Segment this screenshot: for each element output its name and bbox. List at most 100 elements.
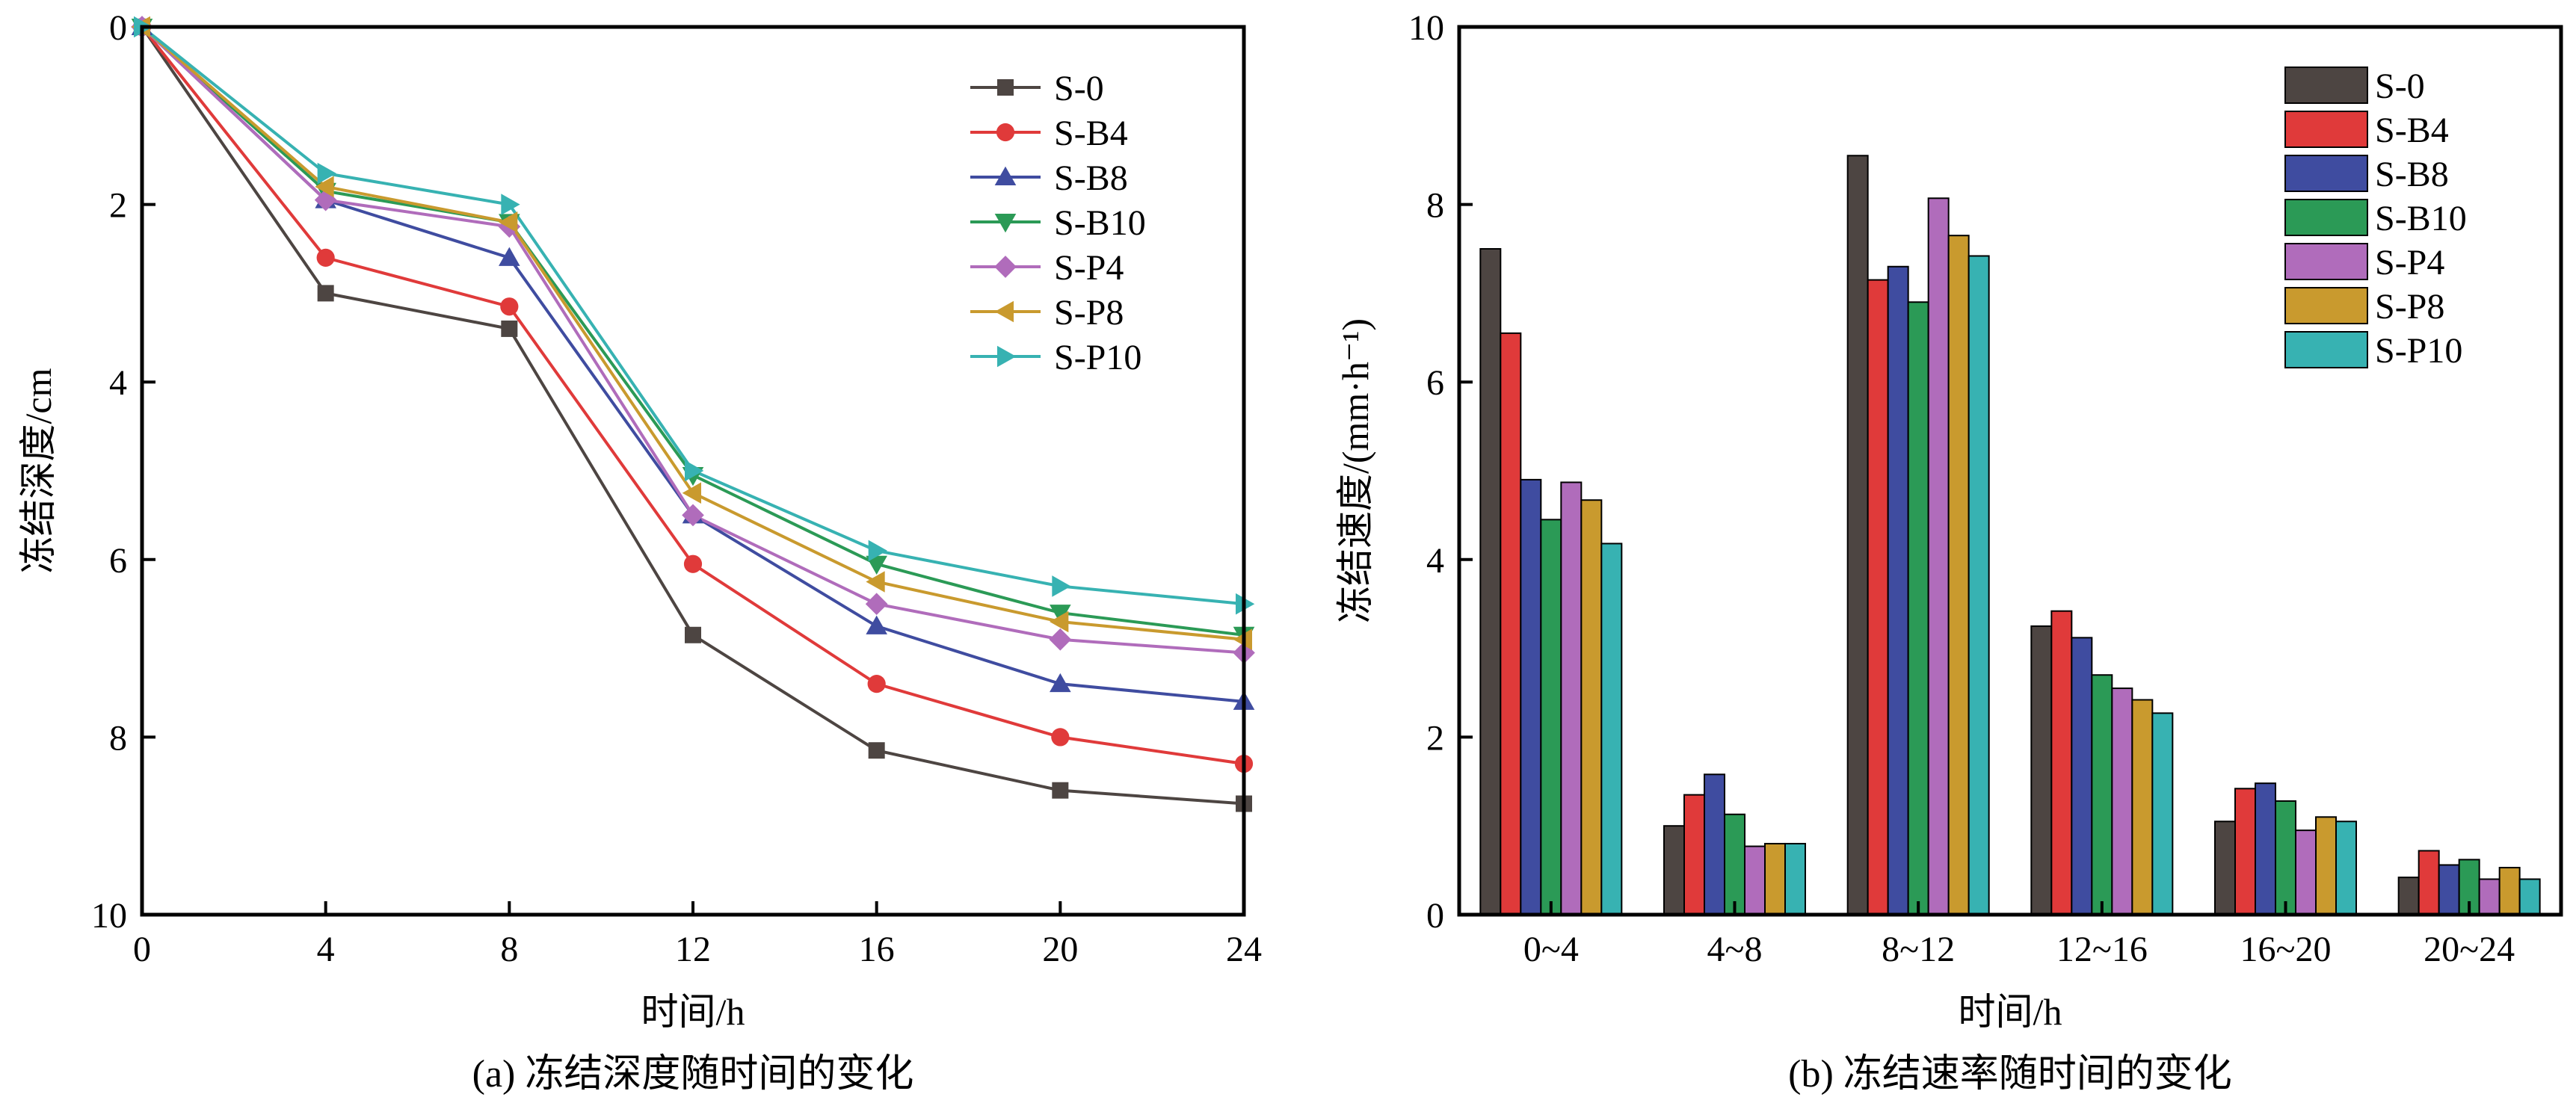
bar-s-p10 — [2151, 712, 2174, 915]
bar-s-b10 — [2091, 674, 2113, 915]
legend-swatch-s-p8 — [2284, 287, 2368, 324]
legend-marker-s-p10 — [997, 345, 1017, 368]
bar-s-b4 — [2418, 850, 2440, 915]
data-point-s-p10 — [685, 460, 704, 482]
legend-marker-s-b8 — [994, 166, 1017, 185]
y-tick-label: 2 — [109, 186, 127, 226]
bar-s-p8 — [1947, 235, 1970, 915]
data-point-s-b4 — [683, 554, 703, 573]
panel-b-legend: S-0 S-B4 S-B8 S-B10 S-P4 S-P8S-P10 — [2284, 67, 2467, 371]
bar-s-b8 — [2438, 864, 2460, 916]
x-tick-label: 20 — [1042, 930, 1078, 969]
bar-s-b8 — [2255, 782, 2276, 916]
data-point-s-p8 — [315, 176, 334, 198]
bar-s-0 — [2397, 877, 2420, 916]
bar-s-p4 — [2295, 829, 2317, 916]
y-tick-label: 10 — [1408, 8, 1444, 48]
bar-s-p4 — [1927, 197, 1950, 915]
y-tick-label: 10 — [91, 896, 127, 936]
x-tick-label: 0 — [133, 930, 151, 969]
data-point-s-p4 — [865, 593, 888, 616]
panel-b-bar-chart: 0~4 4~8 8~12 12~16 16~20 20~24 0 2 4 6 8 10 S-0 S-B4… — [1334, 8, 2563, 1096]
legend-marker-s-0 — [997, 79, 1014, 96]
panel-a-series-layer — [131, 16, 1255, 812]
legend-swatch-s-b10 — [2284, 199, 2368, 236]
legend-label-s-p4: S-P4 — [1054, 248, 1124, 288]
bar-s-b8 — [1704, 773, 1725, 916]
y-tick-label: 0 — [1426, 896, 1444, 936]
y-tick-label: 0 — [109, 8, 127, 48]
data-point-s-p4 — [1049, 628, 1072, 651]
data-point-s-p10 — [317, 162, 336, 185]
bar-s-p8 — [2131, 699, 2154, 916]
y-tick-label: 6 — [109, 541, 127, 581]
data-point-s-b10 — [1050, 605, 1071, 624]
bar-s-b8 — [2071, 637, 2093, 915]
data-point-s-p10 — [501, 194, 520, 215]
data-point-s-b4 — [867, 675, 886, 693]
legend-marker-s-p8 — [994, 300, 1014, 323]
bar-s-p10 — [2335, 821, 2357, 916]
data-point-s-0 — [685, 626, 701, 643]
legend-swatch-s-b8 — [2284, 155, 2368, 192]
x-tick-label: 16~20 — [2240, 930, 2332, 969]
bar-s-b10 — [1540, 519, 1562, 915]
legend-swatch-s-p10 — [2284, 331, 2368, 368]
x-tick-label: 8~12 — [1882, 930, 1955, 969]
y-tick-label: 6 — [1426, 363, 1444, 403]
data-point-s-p4 — [314, 188, 337, 211]
legend-label-s-p10: S-P10 — [2375, 331, 2462, 371]
panel-b-y-axis-title: 冻结速度/(mm·h⁻¹) — [1334, 318, 1376, 623]
legend-label-s-b8: S-B8 — [1054, 158, 1128, 198]
x-tick-label: 4 — [317, 930, 335, 969]
data-point-s-p8 — [1050, 611, 1069, 633]
data-point-s-b4 — [1051, 728, 1070, 747]
legend-swatch-s-b4 — [2284, 111, 2368, 148]
data-point-s-p8 — [866, 571, 885, 593]
data-point-s-b8 — [499, 247, 520, 266]
legend-label-s-b10: S-B10 — [1054, 203, 1146, 243]
bar-s-p4 — [1560, 481, 1583, 915]
x-tick-label: 20~24 — [2424, 930, 2515, 969]
legend-marker-s-b10 — [994, 214, 1017, 233]
legend-swatch-s-p4 — [2284, 243, 2368, 280]
legend-label-s-b4: S-B4 — [2375, 111, 2449, 150]
y-tick-label: 8 — [1426, 186, 1444, 226]
data-point-s-b4 — [316, 248, 335, 267]
bar-s-b4 — [2050, 610, 2073, 915]
legend-label-s-b10: S-B10 — [2375, 199, 2467, 238]
bar-s-b10 — [1907, 301, 1929, 915]
x-tick-label: 4~8 — [1707, 930, 1763, 969]
bar-s-b4 — [1500, 332, 1522, 915]
legend-label-s-b4: S-B4 — [1054, 114, 1128, 153]
x-tick-label: 16 — [859, 930, 895, 969]
legend-label-s-p10: S-P10 — [1054, 338, 1141, 377]
bar-s-p10 — [1784, 842, 1806, 915]
y-tick-label: 4 — [109, 363, 127, 403]
data-point-s-0 — [1052, 782, 1069, 799]
panel-a-caption: (a) 冻结深度随时间的变化 — [472, 1053, 914, 1096]
panel-b-x-axis-title: 时间/h — [1959, 991, 2062, 1033]
bar-s-0 — [1663, 825, 1685, 915]
bar-s-b10 — [2275, 800, 2296, 916]
bar-s-b10 — [1724, 813, 1745, 915]
bar-s-p8 — [2498, 867, 2521, 916]
legend-label-s-p8: S-P8 — [1054, 293, 1124, 333]
bar-s-p10 — [1600, 543, 1623, 916]
bar-s-p4 — [1744, 845, 1766, 916]
legend-swatch-s-0 — [2284, 67, 2368, 104]
data-point-s-b10 — [866, 555, 887, 575]
x-tick-label: 12 — [675, 930, 711, 969]
bar-s-b8 — [1520, 478, 1542, 915]
bar-s-b4 — [1683, 794, 1705, 915]
bar-s-p10 — [1968, 255, 1990, 915]
bar-s-0 — [2214, 821, 2236, 916]
bar-s-b4 — [2234, 788, 2256, 915]
legend-label-s-b8: S-B8 — [2375, 155, 2449, 194]
data-point-s-b4 — [500, 297, 519, 316]
data-point-s-0 — [317, 285, 334, 302]
bar-s-p8 — [1764, 842, 1786, 915]
bar-s-b8 — [1887, 265, 1909, 915]
